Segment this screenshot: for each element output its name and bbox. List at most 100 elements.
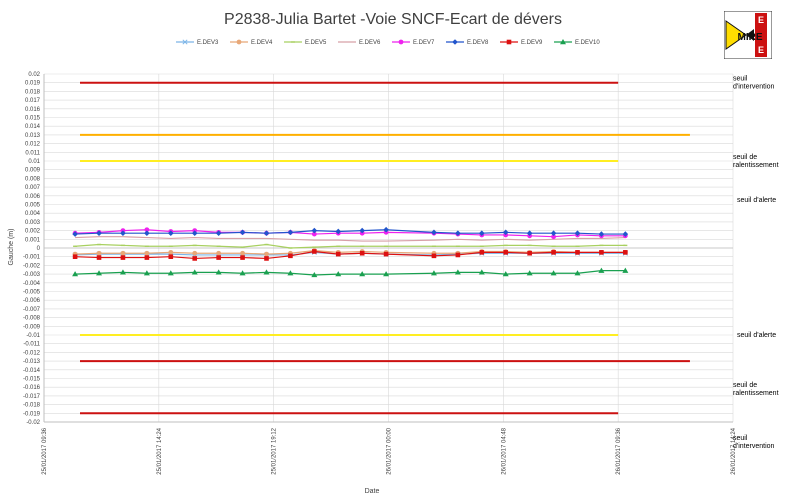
y-tick-label: 0.007 <box>25 185 41 191</box>
point <box>191 269 198 275</box>
point <box>311 231 317 237</box>
point <box>168 254 174 259</box>
y-tick-label: -0.016 <box>23 385 41 391</box>
legend-label: E.DEV8 <box>467 40 489 46</box>
y-tick-label: 0.014 <box>25 124 41 130</box>
point <box>503 250 509 255</box>
point <box>359 250 365 256</box>
y-tick-label: -0.002 <box>23 263 41 269</box>
point <box>143 270 150 276</box>
point <box>431 253 437 259</box>
legend-label: E.DEV5 <box>305 40 327 46</box>
logo-wordmark: MIRE <box>738 32 763 43</box>
point <box>311 271 318 278</box>
point <box>287 270 294 276</box>
point <box>120 255 126 260</box>
point <box>598 231 605 237</box>
logo-red-bar <box>755 13 767 57</box>
point <box>479 230 485 237</box>
y-tick-label: -0.006 <box>23 298 41 304</box>
y-tick-label: -0.02 <box>26 420 40 426</box>
point <box>120 250 126 256</box>
mire-logo: E E MIRE <box>724 11 772 59</box>
point <box>479 250 485 255</box>
legend-item: E.DEV9 <box>500 39 543 46</box>
threshold-lines <box>80 81 690 415</box>
axes <box>43 74 733 423</box>
point <box>622 267 629 273</box>
point <box>96 230 102 237</box>
point <box>263 230 270 237</box>
y-tick-label: -0.008 <box>23 316 41 322</box>
y-tick-label: 0.006 <box>25 194 41 200</box>
legend-label: E.DEV10 <box>575 40 600 46</box>
series-e-dev8 <box>72 226 629 237</box>
point <box>311 227 318 234</box>
y-tick-label: -0.012 <box>23 350 41 356</box>
point <box>239 229 246 236</box>
point <box>168 249 174 255</box>
logo-side-letter-bottom: E <box>758 45 764 55</box>
point <box>191 230 198 237</box>
y-tick-label: -0.013 <box>23 359 41 365</box>
point <box>167 270 174 276</box>
y-tick-label: -0.01 <box>26 333 40 339</box>
y-tick-label: -0.015 <box>23 377 41 383</box>
point <box>182 39 188 45</box>
y-tick-label: 0.005 <box>25 203 41 209</box>
legend-item: E.DEV5 <box>284 40 327 46</box>
point <box>263 269 270 275</box>
threshold-label: seuil de ralentissement <box>733 154 779 169</box>
point <box>215 269 222 275</box>
y-tick-label: 0.016 <box>25 107 41 113</box>
point <box>551 234 556 240</box>
threshold-label: seuil d'alerte <box>737 332 776 339</box>
x-tick-label: 26/01/2017 00:00 <box>387 427 393 474</box>
y-tick-label: -0.001 <box>23 255 41 261</box>
point <box>502 271 509 277</box>
point <box>264 251 269 257</box>
point <box>215 230 222 237</box>
legend-item: E.DEV7 <box>392 39 435 46</box>
point <box>526 230 533 237</box>
logo-black-arrow <box>746 29 754 41</box>
legend-item: E.DEV8 <box>446 39 489 46</box>
point <box>383 271 390 277</box>
point <box>287 229 294 236</box>
legend-item: E.DEV3 <box>176 39 219 46</box>
y-tick-label: 0.008 <box>25 176 41 182</box>
point <box>72 231 78 237</box>
point <box>96 255 102 260</box>
series-line <box>75 243 626 249</box>
y-tick-label: 0.011 <box>25 150 40 156</box>
y-tick-label: -0.003 <box>23 272 41 278</box>
point <box>574 270 581 276</box>
point <box>455 252 461 258</box>
point <box>144 230 150 237</box>
point <box>144 250 150 256</box>
point <box>335 271 342 277</box>
point <box>119 269 126 275</box>
y-tick-label: -0.014 <box>23 368 41 374</box>
y-tick-label: 0.018 <box>25 89 41 95</box>
point <box>527 250 532 256</box>
point <box>431 229 437 236</box>
threshold-labels: seuil d'intervention seuil de ralentissemen… <box>733 76 779 450</box>
point <box>455 230 461 237</box>
y-tick-label: 0.013 <box>25 133 41 139</box>
logo-side-letter-top: E <box>758 15 764 25</box>
point <box>72 254 78 259</box>
series-line <box>75 236 626 242</box>
point <box>240 255 245 260</box>
threshold-label: seuil de ralentissement <box>733 382 779 397</box>
point <box>574 230 581 237</box>
y-tick-label: 0.02 <box>28 72 40 78</box>
y-tick-label: 0.009 <box>25 168 41 174</box>
point <box>72 271 79 277</box>
y-tick-label: -0.019 <box>23 411 41 417</box>
point <box>560 39 566 45</box>
threshold-label: seuil d'alerte <box>737 197 776 204</box>
series-e-dev6 <box>75 236 626 242</box>
legend-item: E.DEV6 <box>338 40 381 46</box>
series-e-dev9 <box>72 249 628 261</box>
